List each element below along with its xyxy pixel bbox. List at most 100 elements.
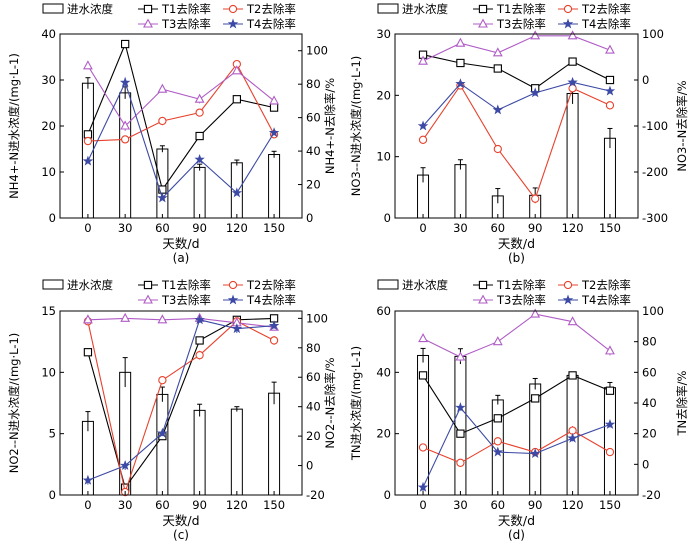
right-tick-label-b--100: -100	[642, 119, 668, 133]
chart-c: 进水浓度 T1去除率 T2去除率 T3去除率 T4去除率 0 5 10 15 -20 0 20 40 60…	[7, 278, 337, 542]
left-tick-label-d-0: 0	[384, 488, 391, 502]
point-d-t1-2	[493, 414, 502, 423]
x-tick-label-a-0: 0	[84, 221, 91, 235]
legend-bar-label: 进水浓度	[402, 278, 448, 292]
legend-t2-marker	[563, 280, 573, 290]
y-axis-right-label-d: TN去除率/%	[675, 370, 689, 436]
right-tick-label-c-0: 0	[306, 459, 313, 473]
y-axis-left-label-d: TN进水浓度/(mg·L-1)	[349, 346, 363, 461]
left-tick-label-a-0: 0	[49, 211, 56, 225]
point-b-t3-3	[530, 30, 541, 40]
point-d-t4-1	[455, 402, 466, 413]
point-b-t3-0	[418, 55, 428, 65]
right-tick-label-c-40: 40	[306, 400, 321, 414]
point-a-t1-3	[195, 131, 204, 141]
legend-t3-label: T3去除率	[161, 17, 211, 31]
x-tick-label-c-5: 150	[263, 498, 285, 512]
x-tick-label-c-1: 30	[118, 498, 133, 512]
right-tick-label-d-40: 40	[642, 396, 657, 410]
point-a-t4-2	[157, 192, 168, 203]
point-d-t1-4	[568, 371, 577, 380]
legend-t3-marker	[143, 294, 153, 304]
point-c-t4-0	[82, 474, 94, 485]
point-d-t2-5	[605, 447, 615, 457]
legend-bar-swatch	[377, 3, 399, 14]
point-a-t2-0	[83, 136, 93, 146]
point-a-t4-5	[268, 127, 280, 138]
x-tick-label-c-4: 120	[226, 498, 248, 512]
series-line-c-t1	[87, 317, 275, 489]
bar-b-5	[603, 137, 616, 219]
point-a-t4-0	[82, 155, 94, 166]
x-tick-label-c-0: 0	[84, 498, 91, 512]
left-tick-label-a-10: 10	[41, 165, 56, 179]
x-tick-label-a-5: 150	[263, 221, 285, 235]
panel-label-b: (b)	[508, 251, 525, 265]
x-tick-label-b-0: 0	[419, 221, 426, 235]
point-c-t4-1	[119, 460, 131, 470]
y-axis-left-label-a: NH4+-N进水浓度/(mg·L-1)	[7, 53, 21, 199]
legend-t3-label: T3去除率	[496, 17, 546, 31]
legend-t3-marker	[143, 18, 153, 28]
point-a-t4-3	[194, 153, 205, 164]
series-line-b-t3	[422, 35, 611, 62]
point-c-t1-0	[83, 348, 93, 357]
point-b-t4-1	[455, 78, 466, 89]
right-tick-label-a-80: 80	[306, 77, 321, 91]
point-b-t2-3	[531, 194, 540, 203]
x-tick-label-c-2: 60	[155, 498, 170, 512]
point-d-t2-2	[493, 437, 502, 446]
x-tick-label-d-1: 30	[453, 498, 468, 512]
right-tick-label-b--200: -200	[642, 165, 668, 179]
point-d-t4-5	[604, 418, 616, 429]
point-a-t3-2	[157, 83, 168, 93]
bar-a-3	[193, 166, 206, 219]
point-a-t3-3	[194, 93, 205, 103]
legend-t2-label: T2去除率	[581, 2, 631, 16]
point-b-t1-1	[456, 58, 465, 68]
left-tick-label-d-60: 60	[376, 304, 391, 318]
panel-label-d: (d)	[508, 528, 525, 542]
legend-t2-marker	[563, 4, 573, 14]
point-b-t3-5	[605, 44, 615, 54]
left-tick-label-b-0: 0	[384, 211, 391, 225]
point-d-t1-1	[456, 429, 465, 438]
point-d-t3-5	[605, 345, 615, 355]
x-axis-label-c: 天数/d	[162, 513, 199, 528]
legend-t2-label: T2去除率	[246, 278, 296, 292]
left-tick-label-c-15: 15	[41, 304, 56, 318]
x-tick-label-b-4: 120	[562, 221, 584, 235]
point-a-t3-0	[83, 60, 93, 70]
legend-t1-label: T1去除率	[496, 278, 546, 292]
series-line-c-t3	[87, 317, 275, 328]
left-tick-label-a-20: 20	[41, 119, 56, 133]
bar-c-4	[230, 408, 243, 496]
right-tick-label-b-0: 0	[642, 73, 649, 87]
legend-bar-swatch	[42, 279, 64, 290]
point-d-t3-1	[455, 351, 466, 361]
right-tick-label-d-0: 0	[642, 457, 649, 471]
left-tick-label-b-30: 30	[376, 27, 391, 41]
panel-label-c: (c)	[173, 528, 189, 542]
x-tick-label-c-3: 90	[192, 498, 207, 512]
legend-t4-marker	[562, 294, 574, 305]
legend-t2-label: T2去除率	[581, 278, 631, 292]
x-tick-label-b-3: 90	[528, 221, 543, 235]
bar-c-3	[193, 409, 206, 496]
bar-a-1	[119, 92, 132, 219]
x-axis-label-b: 天数/d	[498, 236, 535, 251]
x-tick-label-b-2: 60	[490, 221, 505, 235]
point-d-t3-2	[492, 336, 503, 346]
bar-d-5	[603, 387, 616, 496]
plot-frame-d	[394, 310, 639, 496]
legend-t1-marker	[478, 280, 488, 290]
left-tick-label-c-5: 5	[49, 427, 56, 441]
series-line-b-t1	[422, 54, 611, 89]
point-a-t1-0	[83, 130, 93, 139]
point-a-t2-2	[158, 116, 167, 126]
point-b-t2-0	[418, 135, 428, 144]
right-tick-label-a-0: 0	[306, 211, 313, 225]
left-tick-label-d-20: 20	[376, 427, 391, 441]
plot-frame-b	[394, 33, 639, 219]
legend-bar-swatch	[42, 3, 64, 14]
